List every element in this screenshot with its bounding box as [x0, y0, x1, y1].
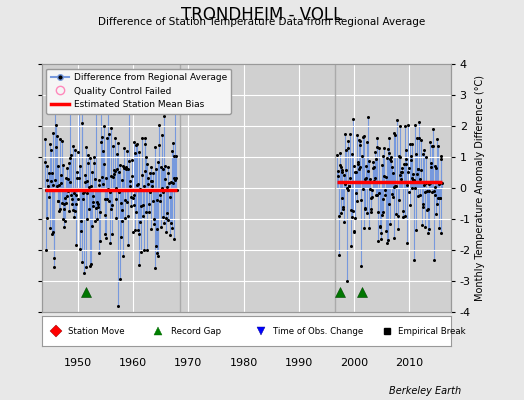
Text: TRONDHEIM - VOLL: TRONDHEIM - VOLL [181, 6, 343, 24]
Text: Record Gap: Record Gap [171, 326, 221, 336]
Text: Empirical Break: Empirical Break [398, 326, 465, 336]
Text: Time of Obs. Change: Time of Obs. Change [273, 326, 363, 336]
Text: 2010: 2010 [395, 358, 423, 368]
Text: Difference of Station Temperature Data from Regional Average: Difference of Station Temperature Data f… [99, 17, 425, 27]
Text: 1980: 1980 [230, 358, 258, 368]
Text: Station Move: Station Move [69, 326, 125, 336]
Legend: Difference from Regional Average, Quality Control Failed, Estimated Station Mean: Difference from Regional Average, Qualit… [47, 68, 231, 114]
Text: 1950: 1950 [64, 358, 92, 368]
Text: 2000: 2000 [340, 358, 368, 368]
Text: 1960: 1960 [119, 358, 147, 368]
Text: 1990: 1990 [285, 358, 313, 368]
Text: 1970: 1970 [174, 358, 202, 368]
Y-axis label: Monthly Temperature Anomaly Difference (°C): Monthly Temperature Anomaly Difference (… [475, 75, 485, 301]
Text: Berkeley Earth: Berkeley Earth [389, 386, 461, 396]
